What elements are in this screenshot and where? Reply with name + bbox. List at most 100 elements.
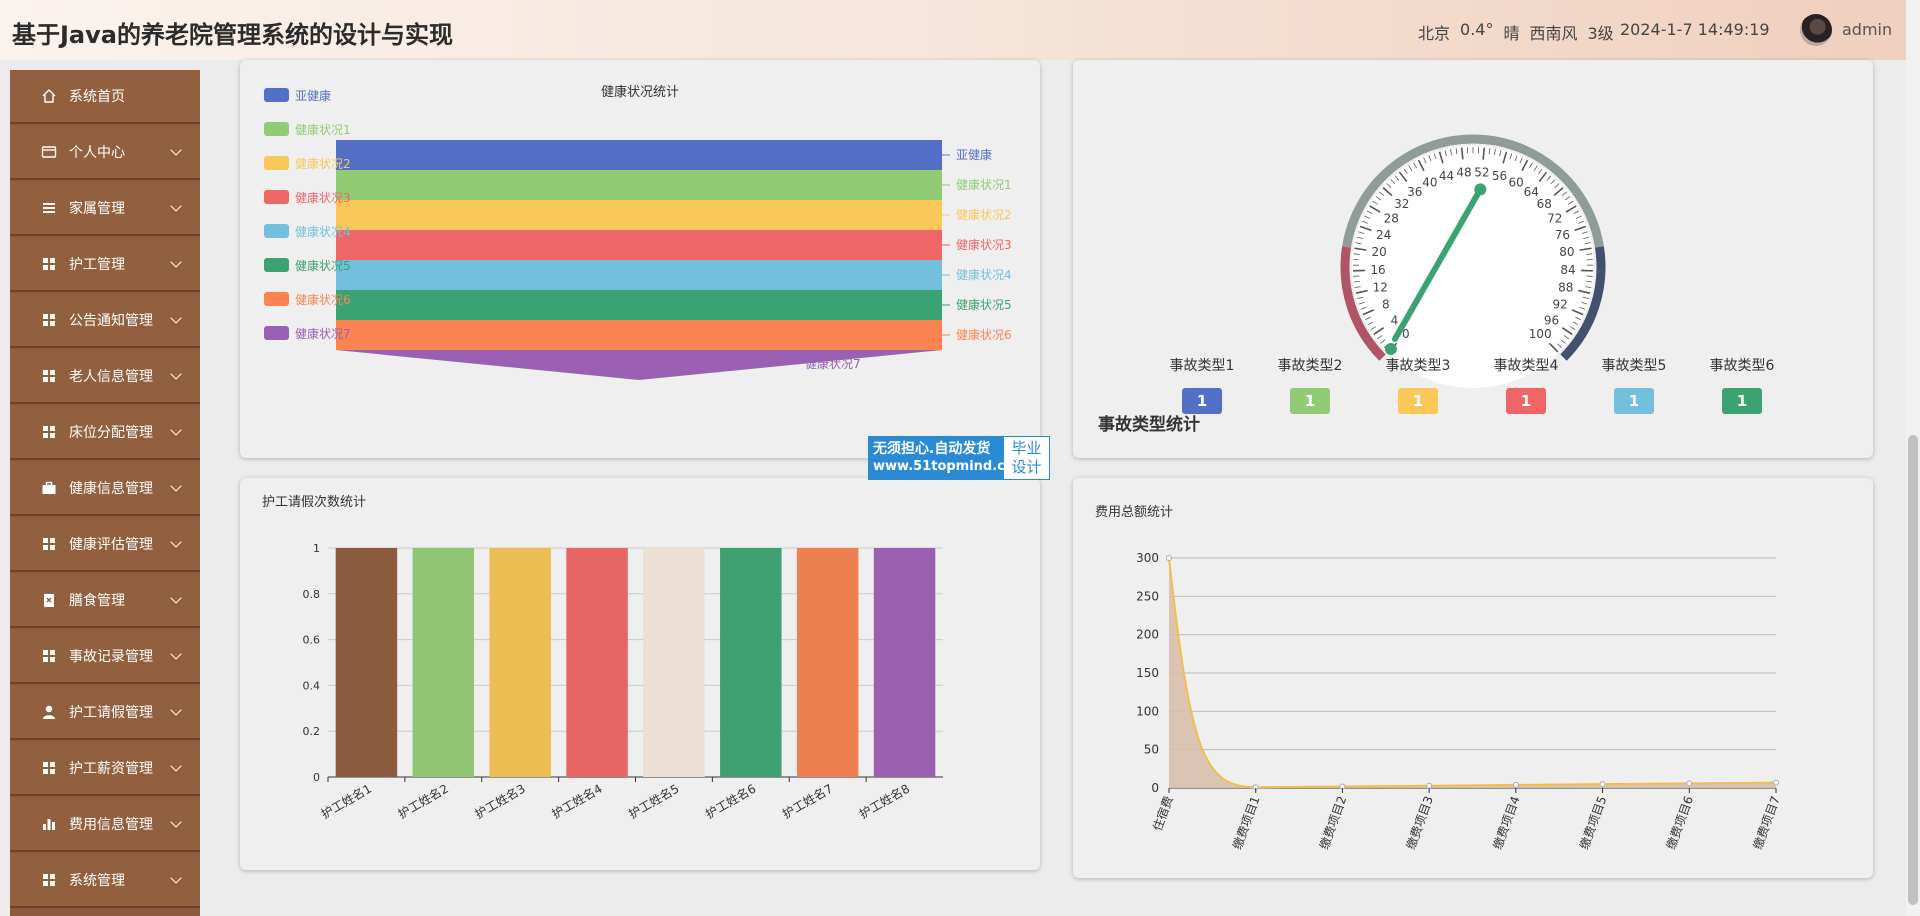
gauge-tick (1581, 231, 1588, 234)
gauge-tick (1358, 301, 1365, 305)
sidebar-item-label: 系统管理 (69, 873, 125, 889)
bar-y-tick-label: 0.4 (303, 679, 321, 692)
gauge-tick (1586, 280, 1593, 283)
gauge-tick-label: 64 (1524, 185, 1539, 199)
sidebar-item-12[interactable]: 护工薪资管理 (10, 742, 200, 796)
gauge-tick (1360, 306, 1367, 310)
bar-2 (489, 548, 551, 777)
gauge-tick (1367, 321, 1374, 326)
chevron-down-icon (170, 424, 182, 436)
gauge-tick (1353, 253, 1360, 255)
bar-x-tick-label: 护工姓名3 (472, 781, 528, 822)
area-point-7 (1773, 779, 1779, 786)
gauge-tick (1502, 151, 1508, 164)
gauge-tick (1362, 309, 1375, 316)
scrollbar-thumb[interactable] (1908, 435, 1918, 905)
weather-city: 北京 (1418, 24, 1451, 43)
watermark-badge: 无须担心.自动发货 www.51topmind.com 毕业 设计 (868, 436, 1050, 480)
gauge-value-box (1290, 388, 1330, 414)
funnel-segment (336, 230, 942, 260)
area-line (1168, 557, 1777, 789)
legend-swatch (264, 88, 289, 102)
gauge-tick-label: 72 (1547, 212, 1562, 226)
gauge-value-label: 1 (1305, 392, 1315, 410)
gauge-tick-label: 32 (1394, 197, 1409, 211)
gauge-tick-label: 20 (1372, 245, 1387, 259)
sidebar-item-10[interactable]: 事故记录管理 (10, 630, 200, 684)
area-point-0 (1166, 555, 1172, 561)
sidebar-item-9[interactable]: 膳食管理 (10, 574, 200, 628)
gauge-tick-label: 8 (1382, 298, 1390, 312)
gauge-tick (1582, 296, 1589, 300)
sidebar-item-14[interactable]: 系统管理 (10, 854, 200, 908)
user-icon (41, 704, 57, 720)
gauge-tick-label: 52 (1474, 165, 1489, 179)
bar-0 (335, 548, 398, 777)
gauge-tick (1521, 159, 1529, 172)
sidebar-item-11[interactable]: 护工请假管理 (10, 686, 200, 740)
gauge-value-label: 1 (1413, 392, 1423, 410)
gauge-arc-low (1340, 246, 1386, 361)
gauge-tick (1394, 175, 1400, 181)
gauge-tick (1382, 187, 1393, 197)
sidebar-item-1[interactable]: 个人中心 (10, 126, 200, 180)
gauge-tick (1560, 339, 1566, 344)
sidebar-item-4[interactable]: 公告通知管理 (10, 294, 200, 348)
gauge-value-label: 1 (1521, 392, 1531, 410)
sidebar-item-5[interactable]: 老人信息管理 (10, 350, 200, 404)
bar-3 (566, 548, 628, 777)
page-scrollbar[interactable] (1906, 0, 1920, 916)
sidebar-item-13[interactable]: 费用信息管理 (10, 798, 200, 852)
funnel-segment (336, 260, 942, 290)
gauge-tick (1361, 220, 1368, 224)
gauge-tick (1572, 321, 1579, 326)
grid-icon (41, 760, 57, 776)
gauge-tick (1538, 168, 1543, 174)
user-name[interactable]: admin (1842, 20, 1893, 39)
leave-count-bar-chart: 护工请假次数统计 0 0.2 0.4 0.6 0.8 1 护工姓名1 护工姓名2 护工姓名3 护工姓… (262, 494, 943, 822)
sidebar-item-6[interactable]: 床位分配管理 (10, 406, 200, 460)
gauge-tick (1581, 301, 1588, 305)
chevron-down-icon (170, 312, 182, 324)
gauge-tick (1546, 175, 1552, 181)
gauge-tick (1533, 165, 1538, 171)
gauge-tick (1548, 342, 1559, 353)
gauge-category-label: 事故类型6 (1710, 358, 1775, 374)
funnel-segment (336, 170, 942, 200)
funnel-segment-label: 健康状况2 (956, 207, 1012, 222)
bar-y-tick-label: 0.2 (303, 725, 321, 738)
sidebar-item-0[interactable]: 系统首页 (10, 70, 200, 124)
sidebar-item-2[interactable]: 家属管理 (10, 182, 200, 236)
sidebar-item-8[interactable]: 健康评估管理 (10, 518, 200, 572)
bar-y-tick-label: 1 (313, 542, 320, 555)
gauge-tick (1372, 200, 1378, 205)
gauge-tick (1578, 289, 1591, 294)
gauge-category-label: 事故类型1 (1170, 358, 1235, 374)
sidebar-item-3[interactable]: 护工管理 (10, 238, 200, 292)
avatar[interactable] (1800, 14, 1832, 46)
sidebar-item-7[interactable]: 健康信息管理 (10, 462, 200, 516)
gauge-tick-label: 44 (1439, 169, 1454, 183)
gauge-tick (1482, 147, 1486, 160)
gauge-tick (1574, 225, 1587, 232)
health-status-panel: 健康状况统计 亚健康 亚健康 健康状况1 健康状况1 健康状况2 健康状况2 健康状况3 健康状… (240, 60, 1040, 458)
gauge-tick-label: 24 (1376, 228, 1391, 242)
gauge-tick (1364, 215, 1371, 219)
gauge-tick-label: 0 (1402, 327, 1410, 341)
gauge-tick (1493, 149, 1496, 156)
grid-icon (41, 872, 57, 888)
gauge-tick (1584, 242, 1591, 245)
gauge-tick (1579, 306, 1586, 310)
bar-x-tick-label: 护工姓名7 (780, 781, 836, 822)
bar-1 (412, 548, 475, 777)
bar-5 (720, 548, 782, 777)
gauge-tick (1370, 326, 1377, 331)
gauge-value-label: 1 (1197, 392, 1207, 410)
gauge-tick-label: 12 (1373, 281, 1388, 295)
chevron-down-icon (170, 536, 182, 548)
gauge-tick (1356, 236, 1363, 240)
gauge-tick (1557, 343, 1563, 349)
funnel-segment-label: 健康状况1 (956, 177, 1012, 192)
funnel-segment (336, 350, 942, 380)
weather-wind: 西南风 (1529, 24, 1578, 43)
